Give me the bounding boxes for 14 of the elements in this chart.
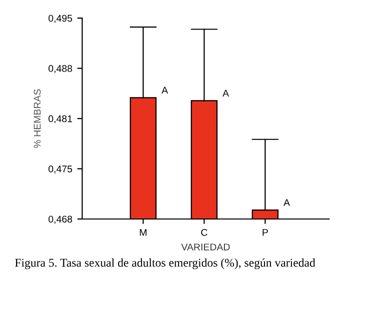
x-tick-label: M (140, 229, 146, 236)
y-tick-label: 0,475 (48, 166, 72, 174)
y-tick-label: 0,481 (48, 115, 72, 124)
annotation: A (162, 86, 168, 94)
x-axis-title: VARIEDAD (181, 244, 230, 250)
y-tick-label: 0,468 (48, 216, 72, 224)
annotation: A (284, 199, 290, 206)
y-tick-label: 0,495 (48, 14, 72, 23)
x-tick-label: P (262, 229, 268, 236)
x-tick-label: C (201, 228, 208, 236)
text: Figura 5. Tasa sexual de adultos emergidos (%), según variedad (15, 258, 316, 270)
y-axis-title: % HEMBRAS (34, 89, 41, 148)
y-tick-label: 0,488 (48, 65, 72, 74)
annotation: A (222, 90, 230, 97)
